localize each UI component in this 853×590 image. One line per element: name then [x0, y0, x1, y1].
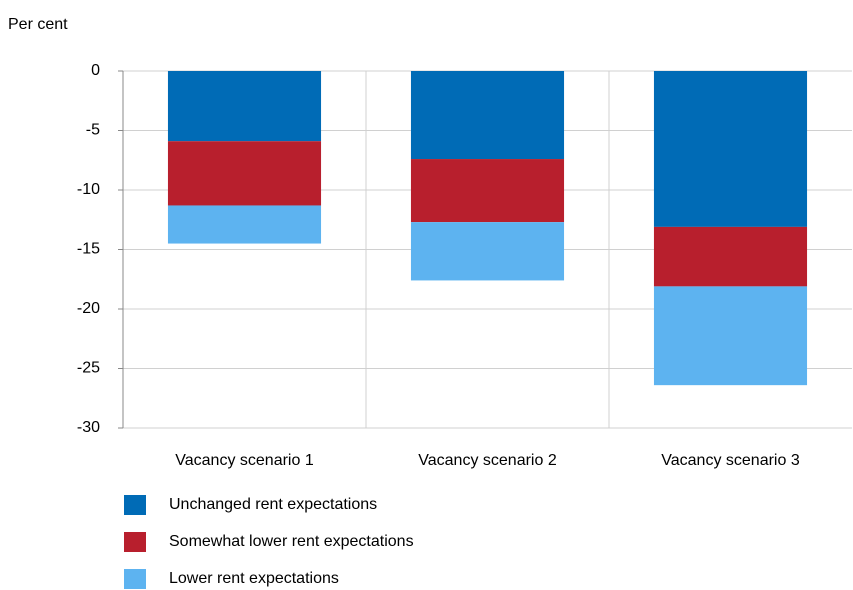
bar-segment [167, 71, 322, 142]
y-tick-label: -15 [77, 241, 100, 258]
y-tick-label: -30 [77, 419, 100, 436]
bar-segment [410, 159, 565, 223]
y-tick-label: -10 [77, 181, 100, 198]
bar-segment [167, 141, 322, 206]
bar-segment [410, 222, 565, 281]
bar-segment [653, 286, 808, 386]
y-tick-label: -5 [86, 122, 100, 139]
bar-segment [653, 226, 808, 287]
legend-swatch [124, 495, 146, 515]
x-tick-label: Vacancy scenario 2 [418, 452, 557, 469]
legend-swatch [124, 569, 146, 589]
legend-swatch [124, 532, 146, 552]
x-tick-label: Vacancy scenario 3 [661, 452, 800, 469]
bar-segment [167, 205, 322, 244]
y-tick-label: 0 [91, 62, 100, 79]
legend-label: Somewhat lower rent expectations [169, 533, 414, 550]
x-tick-label: Vacancy scenario 1 [175, 452, 314, 469]
legend-label: Unchanged rent expectations [169, 496, 377, 513]
y-tick-label: -20 [77, 300, 100, 317]
bar-segment [410, 71, 565, 160]
bar-segment [653, 71, 808, 227]
y-axis-label: Per cent [8, 16, 68, 33]
y-tick-label: -25 [77, 360, 100, 377]
legend-label: Lower rent expectations [169, 570, 339, 587]
